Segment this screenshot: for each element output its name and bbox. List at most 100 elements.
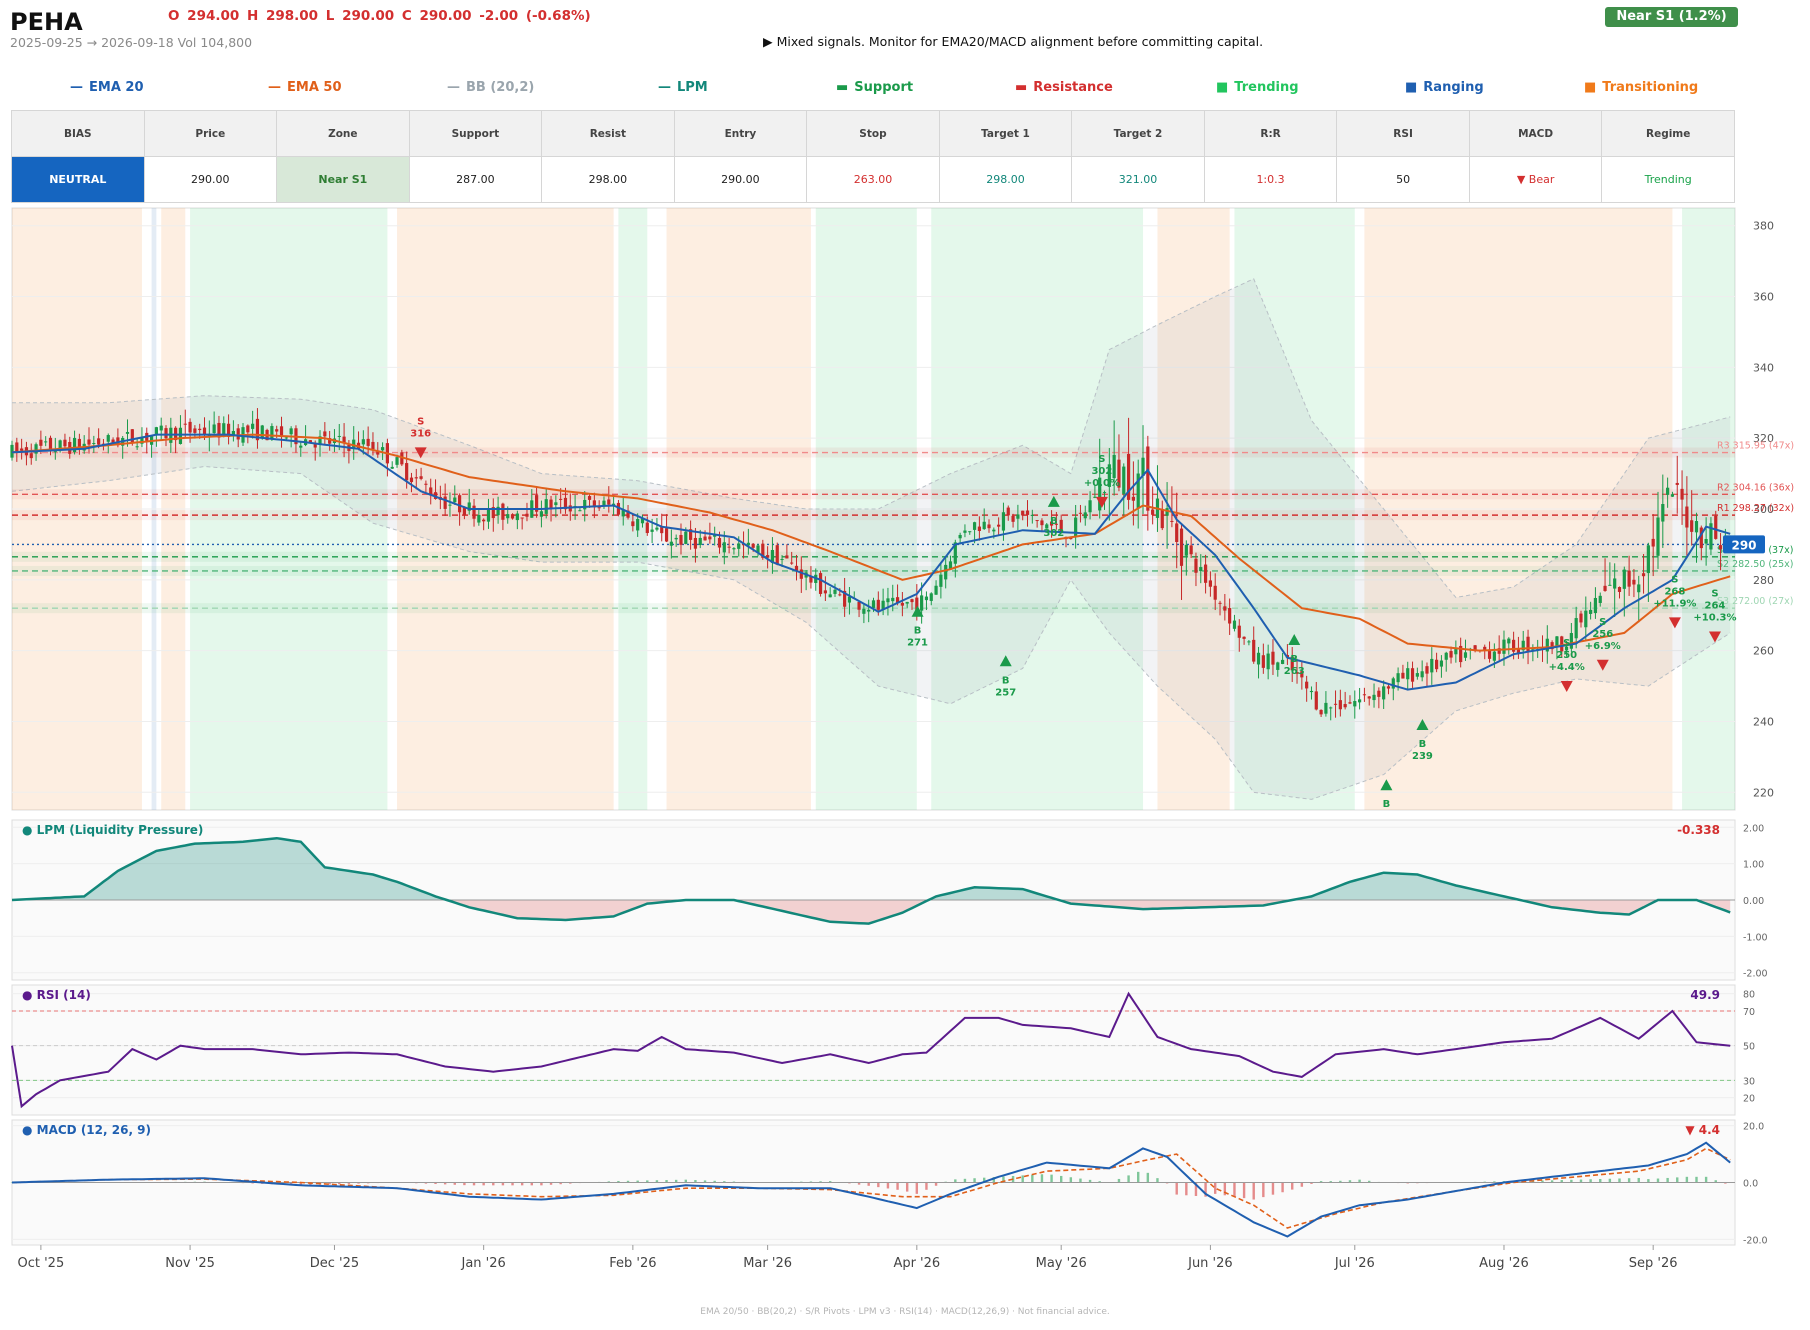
buy-marker-5 [1288,634,1301,646]
candle-down [520,517,524,519]
candle-up [1165,508,1169,516]
candle-up [270,426,274,440]
candle-up [1074,517,1078,538]
sell-marker-10 [1668,617,1681,629]
macd-histogram-bar [1291,1182,1294,1190]
candle-down [895,597,900,603]
macd-histogram-bar [992,1177,996,1183]
macd-histogram-bar [328,1182,331,1185]
bollinger-lower-line [11,465,1731,800]
candle-up [212,424,216,434]
candle-up [1406,668,1410,680]
legend-label: LPM [677,80,708,95]
candle-down [39,439,43,446]
lpm-tick-label: -2.00 [1743,969,1768,980]
macd-histogram-bar [1368,1180,1371,1183]
x-tick-label: Dec '25 [310,1256,359,1271]
candle-down [1714,515,1718,539]
candle-down [414,477,418,479]
ticker-symbol: PEHA [10,8,83,36]
candle-down [48,437,53,452]
value-bias: NEUTRAL [11,156,145,203]
candle-up [968,531,972,533]
candle-down [424,483,428,485]
candle-down [1526,636,1530,652]
macd-histogram-bar [434,1182,437,1185]
candle-down [525,513,529,517]
sell-marker-10-label: S [1671,574,1678,585]
candle-down [1512,639,1516,652]
candle-up [1492,651,1496,661]
macd-histogram-bar [1223,1182,1227,1196]
macd-line [11,1141,1731,1238]
macd-histogram-bar [1185,1182,1188,1196]
candle-up [1102,492,1107,494]
x-tick-label: Feb '26 [609,1256,656,1271]
candle-down [587,496,592,500]
rsi-tick-label: 80 [1743,990,1755,1001]
legend-lpm: — LPM [658,80,708,95]
candle-down [708,536,712,540]
candle-up [318,436,322,445]
candle-up [453,497,457,503]
candle-up [1661,504,1665,522]
candle-up [953,542,957,564]
candle-up [140,436,144,444]
candle-down [1151,509,1155,515]
macd-histogram-bar [530,1182,533,1186]
sell-marker-4-label: S [1098,454,1105,465]
candle-up [583,499,587,510]
header-target-2: Target 2 [1071,110,1205,157]
legend-swatch: ■ [1405,80,1418,95]
candle-down [409,477,414,483]
rsi-title: ● RSI (14) [22,988,91,1002]
macd-histogram-bar [511,1182,514,1186]
candle-down [1675,482,1679,485]
candle-up [380,447,385,451]
macd-histogram-bar [1676,1177,1679,1183]
macd-histogram-bar [925,1182,928,1190]
candle-up [1266,653,1270,670]
candle-down [400,452,404,465]
candle-down [236,428,240,440]
trade-summary-table: BIAS Price Zone Support Resist Entry Stop Targe… [11,110,1735,203]
candle-up [929,593,933,601]
macd-histogram-bar [453,1182,456,1185]
candle-down [63,439,67,447]
candle-up [578,510,582,512]
macd-histogram-bar [617,1180,620,1183]
candle-up [1420,671,1424,678]
candle-up [1531,649,1535,651]
candle-down [1314,691,1318,710]
candle-down [1040,520,1044,526]
candle-down [1223,606,1227,611]
rsi-tick-label: 20 [1743,1094,1755,1105]
header-zone: Zone [276,110,410,157]
macd-histogram-bar [1656,1178,1660,1183]
buy-marker-3 [1047,495,1060,507]
candle-down [1680,488,1684,500]
lpm-tick-label: 2.00 [1743,823,1764,834]
candle-down [597,507,601,509]
macd-histogram-bar [1050,1174,1053,1183]
macd-histogram-bar [520,1182,524,1186]
candle-down [371,441,375,450]
macd-histogram-bar [1262,1182,1265,1198]
candle-up [53,451,57,453]
candle-down [1025,510,1030,515]
macd-histogram-bar [1348,1180,1352,1183]
macd-histogram-bar [1088,1179,1092,1183]
macd-histogram-bar [1242,1182,1246,1199]
candle-up [1247,641,1251,643]
candle-down [761,543,765,558]
candle-up [448,504,452,506]
candle-down [405,463,409,481]
candle-down [1160,510,1164,529]
sell-marker-8-value: 250 [1556,650,1577,661]
candle-down [1126,453,1131,500]
ema20-line [11,433,1731,691]
ema50-line [11,433,1731,652]
x-tick-label: Aug '26 [1479,1256,1529,1271]
sell-marker-9 [1596,659,1609,671]
